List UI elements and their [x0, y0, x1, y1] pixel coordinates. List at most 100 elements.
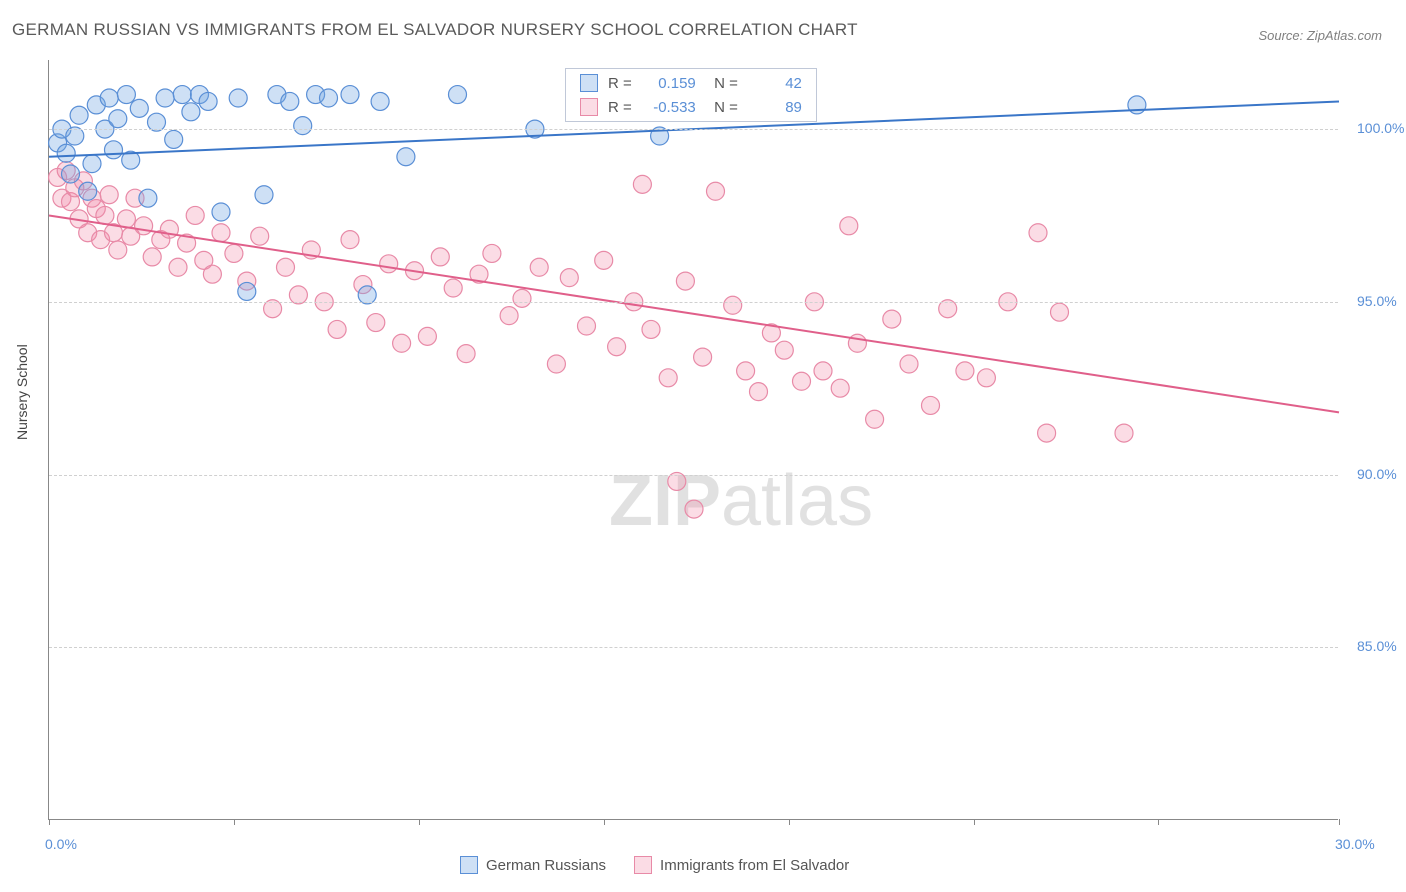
data-point [866, 410, 884, 428]
x-tick [1158, 819, 1159, 825]
plot-area: ZIPatlas 85.0%90.0%95.0%100.0%0.0%30.0% [48, 60, 1338, 820]
gridline [49, 129, 1338, 130]
data-point [1115, 424, 1133, 442]
swatch-pink [580, 98, 598, 116]
data-point [642, 320, 660, 338]
data-point [320, 89, 338, 107]
data-point [1038, 424, 1056, 442]
data-point [840, 217, 858, 235]
series-legend: German Russians Immigrants from El Salva… [460, 856, 849, 874]
data-point [750, 383, 768, 401]
data-point [380, 255, 398, 273]
data-point [694, 348, 712, 366]
x-tick [604, 819, 605, 825]
data-point [578, 317, 596, 335]
data-point [96, 206, 114, 224]
data-point [831, 379, 849, 397]
x-tick [419, 819, 420, 825]
data-point [371, 92, 389, 110]
data-point [608, 338, 626, 356]
trend-line [49, 215, 1339, 412]
r-value-pink: -0.533 [642, 99, 696, 116]
legend-label-pink: Immigrants from El Salvador [660, 857, 849, 874]
data-point [251, 227, 269, 245]
chart-title: GERMAN RUSSIAN VS IMMIGRANTS FROM EL SAL… [12, 20, 858, 40]
data-point [199, 92, 217, 110]
data-point [633, 175, 651, 193]
data-point [238, 282, 256, 300]
data-point [449, 86, 467, 104]
data-point [397, 148, 415, 166]
data-point [139, 189, 157, 207]
correlation-row-blue: R = 0.159 N = 42 [566, 71, 816, 95]
data-point [393, 334, 411, 352]
data-point [277, 258, 295, 276]
x-tick-label: 0.0% [45, 836, 77, 852]
data-point [737, 362, 755, 380]
correlation-legend: R = 0.159 N = 42 R = -0.533 N = 89 [565, 68, 817, 122]
data-point [513, 289, 531, 307]
legend-item-pink: Immigrants from El Salvador [634, 856, 849, 874]
x-tick [789, 819, 790, 825]
data-point [117, 210, 135, 228]
data-point [229, 89, 247, 107]
data-point [281, 92, 299, 110]
data-point [444, 279, 462, 297]
data-point [775, 341, 793, 359]
data-point [135, 217, 153, 235]
data-point [883, 310, 901, 328]
data-point [900, 355, 918, 373]
data-point [294, 117, 312, 135]
data-point [922, 396, 940, 414]
data-point [685, 500, 703, 518]
source-attribution: Source: ZipAtlas.com [1258, 28, 1382, 43]
data-point [83, 155, 101, 173]
data-point [156, 89, 174, 107]
data-point [130, 99, 148, 117]
data-point [595, 251, 613, 269]
data-point [100, 186, 118, 204]
gridline [49, 647, 1338, 648]
y-tick-label: 90.0% [1357, 466, 1397, 482]
data-point [105, 141, 123, 159]
y-tick-label: 85.0% [1357, 638, 1397, 654]
data-point [70, 106, 88, 124]
data-point [530, 258, 548, 276]
data-point [483, 244, 501, 262]
data-point [212, 203, 230, 221]
data-point [500, 307, 518, 325]
correlation-row-pink: R = -0.533 N = 89 [566, 95, 816, 119]
data-point [659, 369, 677, 387]
x-tick [1339, 819, 1340, 825]
x-tick [49, 819, 50, 825]
data-point [169, 258, 187, 276]
data-point [255, 186, 273, 204]
data-point [676, 272, 694, 290]
data-point [547, 355, 565, 373]
legend-label-blue: German Russians [486, 857, 606, 874]
data-point [1051, 303, 1069, 321]
gridline [49, 302, 1338, 303]
data-point [977, 369, 995, 387]
data-point [367, 314, 385, 332]
data-point [109, 110, 127, 128]
data-point [560, 269, 578, 287]
data-point [431, 248, 449, 266]
n-label: N = [706, 99, 738, 116]
n-value-blue: 42 [748, 75, 802, 92]
data-point [203, 265, 221, 283]
data-point [57, 144, 75, 162]
data-point [814, 362, 832, 380]
data-point [100, 89, 118, 107]
y-tick-label: 95.0% [1357, 293, 1397, 309]
data-point [457, 345, 475, 363]
legend-item-blue: German Russians [460, 856, 606, 874]
swatch-blue [580, 74, 598, 92]
data-point [212, 224, 230, 242]
r-value-blue: 0.159 [642, 75, 696, 92]
data-point [418, 327, 436, 345]
data-point [956, 362, 974, 380]
data-point [341, 86, 359, 104]
r-label: R = [608, 99, 632, 116]
swatch-pink [634, 856, 652, 874]
